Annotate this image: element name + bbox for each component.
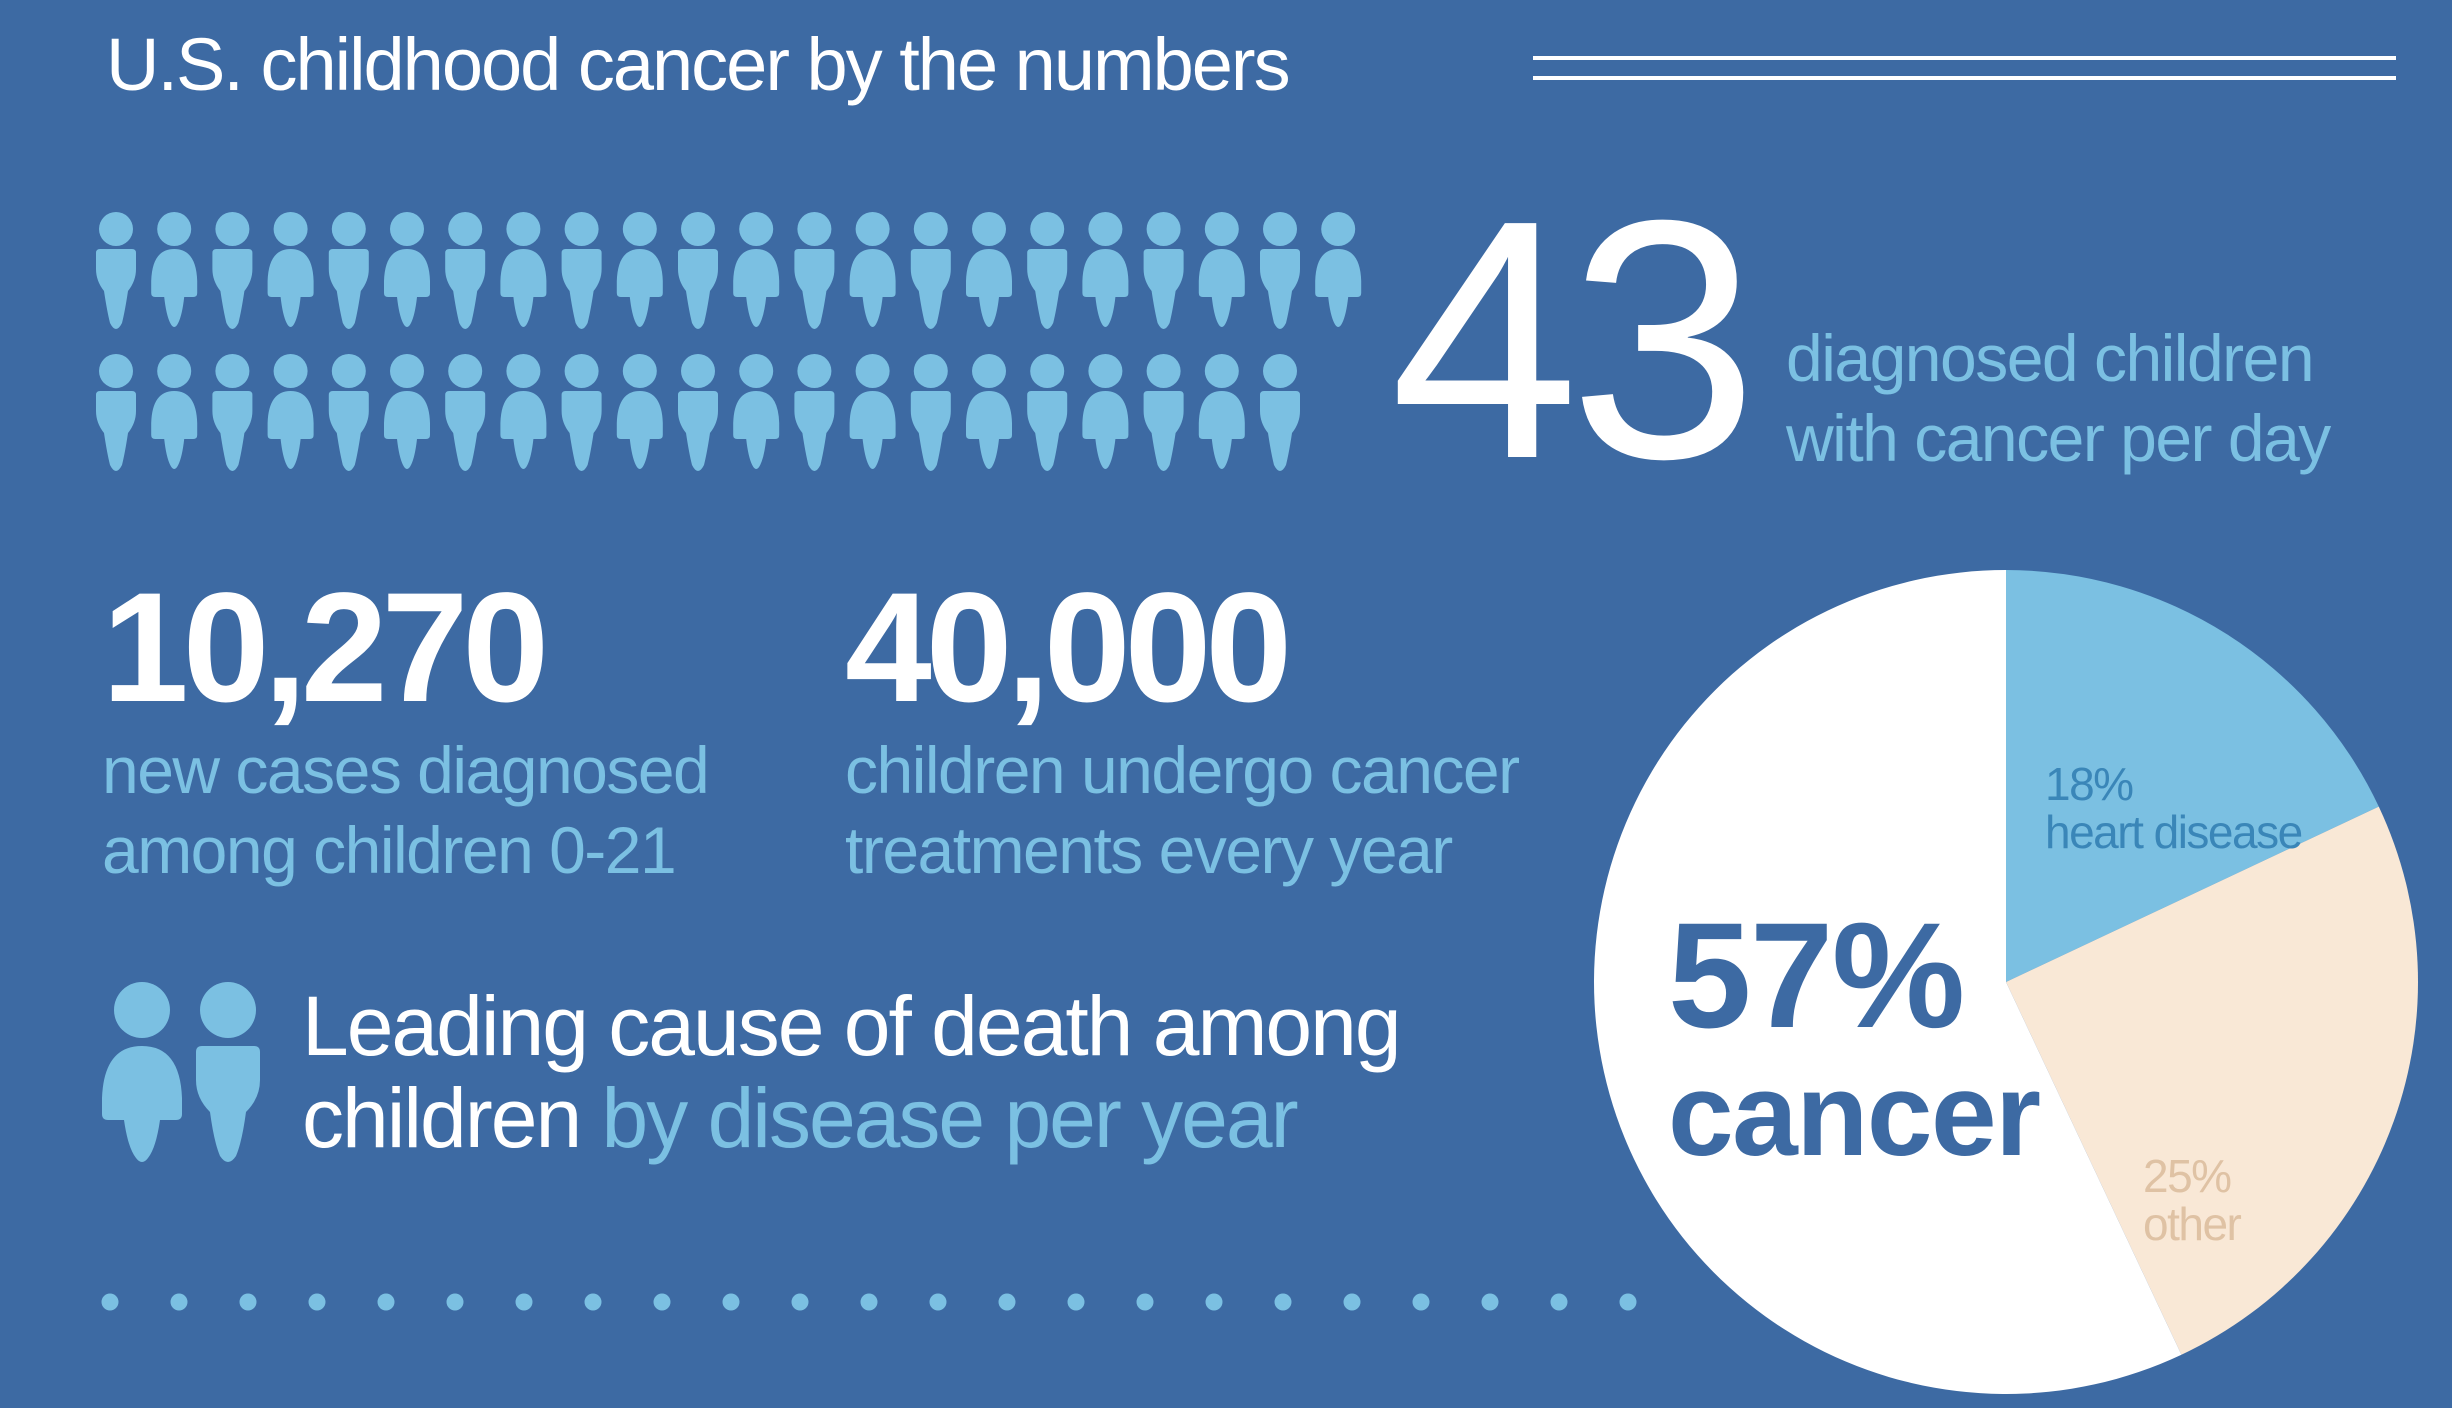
child-figure-icon (561, 212, 602, 329)
child-figure-icon (445, 212, 486, 329)
per-day-line2: with cancer per day (1786, 401, 2331, 475)
child-figure-icon (1198, 212, 1245, 327)
divider-dot (791, 1293, 809, 1311)
child-figure-icon (500, 354, 547, 469)
child-figure-icon (733, 212, 780, 327)
child-figure-icon (678, 354, 718, 471)
child-figure-icon (849, 212, 896, 327)
page-title: U.S. childhood cancer by the numbers (106, 23, 1291, 106)
child-figure-icon (384, 354, 430, 469)
divider-dot (308, 1293, 326, 1311)
child-figure-icon (561, 354, 602, 471)
two-children-icon (102, 982, 260, 1162)
stat-treatments: 40,000 children undergo cancer treatment… (845, 561, 1520, 890)
divider-dot (170, 1293, 188, 1311)
divider-dot (1619, 1293, 1637, 1311)
child-figure-icon (616, 212, 663, 327)
child-figure-icon (96, 212, 136, 329)
stat-line2: treatments every year (845, 813, 1453, 887)
child-figure-icon (212, 212, 253, 329)
pie-slice-other (2006, 806, 2418, 1355)
child-figure-icon (1027, 212, 1068, 329)
divider-dot (1274, 1293, 1292, 1311)
pie-label-pct: 25% (2143, 1150, 2232, 1202)
child-figure-icon (1315, 212, 1362, 327)
stat-value: 40,000 (845, 561, 1292, 735)
divider-dot (101, 1293, 119, 1311)
divider-dot (1481, 1293, 1499, 1311)
child-figure-icon (910, 212, 951, 329)
child-figure-icon (1260, 354, 1300, 471)
divider-dot (1067, 1293, 1085, 1311)
child-figure-icon (151, 212, 198, 327)
pie-label-cancer: 57% cancer (1668, 891, 2041, 1181)
pie-label-other: 25% other (2143, 1150, 2242, 1250)
child-figure-icon (1027, 354, 1068, 471)
child-figure-icon (328, 212, 369, 329)
leading-line1: Leading cause of death among (302, 979, 1402, 1073)
divider-dot (722, 1293, 740, 1311)
child-figure-icon (151, 354, 198, 469)
pie-label-pct: 18% (2045, 758, 2134, 810)
divider-dot (515, 1293, 533, 1311)
per-day-number: 43 (1390, 150, 1758, 530)
child-figure-icon (1260, 212, 1300, 329)
stat-new-cases: 10,270 new cases diagnosed among childre… (102, 561, 710, 890)
pie-label-name: other (2143, 1198, 2242, 1250)
divider-dot (860, 1293, 878, 1311)
pie-label-name: cancer (1668, 1049, 2041, 1181)
stat-line1: children undergo cancer (845, 733, 1520, 807)
title-rule-bottom (1533, 76, 2396, 80)
child-figure-icon (794, 212, 835, 329)
leading-line2-white: children (302, 1071, 582, 1165)
stat-line2: among children 0-21 (102, 813, 677, 887)
per-day-caption: diagnosed children with cancer per day (1786, 318, 2331, 478)
divider-dot (929, 1293, 947, 1311)
divider-dot (1412, 1293, 1430, 1311)
child-figure-icon (267, 354, 314, 469)
child-figure-icon (384, 212, 430, 327)
pie-label-pct: 57% (1668, 891, 1965, 1059)
child-figure-icon (1198, 354, 1245, 469)
child-figure-icon (1143, 212, 1184, 329)
child-figure-icon (849, 354, 896, 469)
leading-cause-text: Leading cause of death among children by… (302, 979, 1402, 1164)
child-figure-icon (267, 212, 314, 327)
child-figure-icon (794, 354, 835, 471)
child-figure-icon (96, 354, 136, 471)
leading-line2-highlight: by disease per year (601, 1071, 1299, 1165)
child-figure-icon (678, 212, 718, 329)
child-figure-icon (212, 354, 253, 471)
divider-dot (1136, 1293, 1154, 1311)
stat-value: 10,270 (102, 561, 549, 735)
child-figures-grid (96, 212, 1362, 471)
divider-dot (584, 1293, 602, 1311)
leading-line2: children by disease per year (302, 1072, 1400, 1164)
divider-dot (1343, 1293, 1361, 1311)
child-figure-icon (445, 354, 486, 471)
divider-dot (653, 1293, 671, 1311)
child-figure-icon (616, 354, 663, 469)
per-day-line1: diagnosed children (1786, 321, 2315, 395)
title-rule-top (1533, 56, 2396, 60)
child-figure-icon (500, 212, 547, 327)
child-figure-icon (1143, 354, 1184, 471)
child-figure-icon (1082, 354, 1129, 469)
divider-dot (446, 1293, 464, 1311)
pie-label-name: heart disease (2045, 806, 2303, 858)
child-figure-icon (328, 354, 369, 471)
child-figure-icon (1082, 212, 1129, 327)
divider-dot (998, 1293, 1016, 1311)
pie-label-heart-disease: 18% heart disease (2045, 758, 2303, 858)
dotted-divider (101, 1293, 1637, 1311)
child-figure-icon (966, 212, 1012, 327)
stat-line1: new cases diagnosed (102, 733, 710, 807)
child-figure-icon (910, 354, 951, 471)
child-figure-icon (733, 354, 780, 469)
divider-dot (1205, 1293, 1223, 1311)
divider-dot (377, 1293, 395, 1311)
divider-dot (239, 1293, 257, 1311)
divider-dot (1550, 1293, 1568, 1311)
child-figure-icon (966, 354, 1012, 469)
